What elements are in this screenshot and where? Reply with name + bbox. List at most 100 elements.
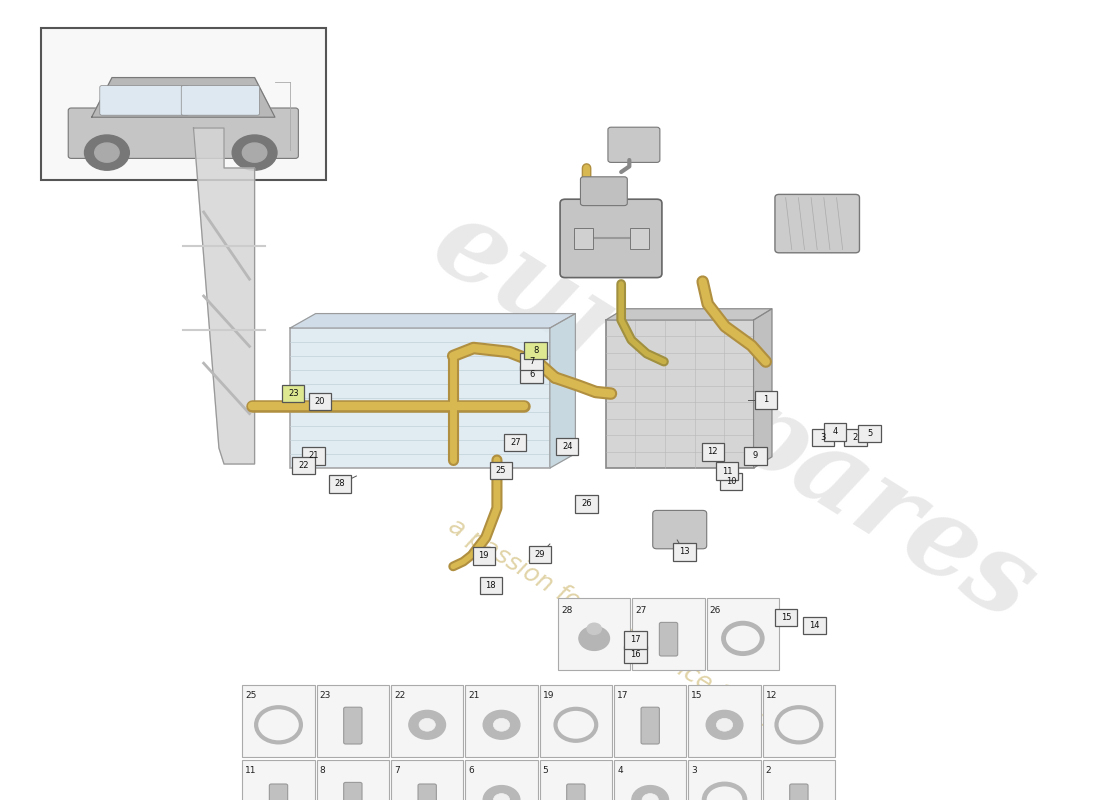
Circle shape — [642, 794, 658, 800]
FancyBboxPatch shape — [774, 609, 798, 626]
Text: 4: 4 — [617, 766, 623, 775]
Text: 4: 4 — [833, 427, 838, 437]
Circle shape — [232, 135, 277, 170]
Text: 5: 5 — [542, 766, 549, 775]
Text: 10: 10 — [726, 477, 736, 486]
Bar — [689, 760, 761, 800]
FancyBboxPatch shape — [858, 425, 881, 442]
Bar — [614, 760, 686, 800]
Circle shape — [716, 718, 733, 731]
Bar — [317, 685, 389, 757]
Bar — [465, 685, 538, 757]
Text: 14: 14 — [810, 621, 820, 630]
Bar — [689, 685, 761, 757]
Text: 28: 28 — [334, 479, 345, 489]
Text: 13: 13 — [679, 547, 690, 557]
Text: 3: 3 — [692, 766, 697, 775]
Text: 5: 5 — [867, 429, 872, 438]
FancyBboxPatch shape — [608, 127, 660, 162]
Circle shape — [494, 718, 509, 731]
Bar — [632, 598, 705, 670]
FancyBboxPatch shape — [100, 86, 188, 115]
FancyBboxPatch shape — [774, 194, 859, 253]
Text: 7: 7 — [529, 357, 535, 366]
Circle shape — [95, 143, 119, 162]
Bar — [290, 328, 550, 468]
Text: 12: 12 — [707, 447, 718, 457]
Circle shape — [631, 786, 669, 800]
FancyBboxPatch shape — [844, 429, 867, 446]
Text: 21: 21 — [469, 691, 480, 700]
FancyBboxPatch shape — [270, 784, 288, 800]
Text: 21: 21 — [308, 451, 319, 461]
Polygon shape — [754, 309, 772, 468]
FancyBboxPatch shape — [812, 429, 834, 446]
Bar — [465, 760, 538, 800]
FancyBboxPatch shape — [659, 622, 678, 656]
Bar — [762, 685, 835, 757]
FancyBboxPatch shape — [556, 438, 579, 455]
Text: 8: 8 — [534, 346, 538, 355]
Bar — [317, 760, 389, 800]
FancyBboxPatch shape — [504, 434, 527, 451]
Text: 2: 2 — [852, 433, 858, 442]
Text: 22: 22 — [394, 691, 405, 700]
FancyBboxPatch shape — [755, 391, 777, 409]
FancyBboxPatch shape — [630, 228, 649, 249]
FancyBboxPatch shape — [673, 543, 695, 561]
FancyBboxPatch shape — [520, 366, 542, 383]
Circle shape — [483, 710, 520, 739]
Text: 11: 11 — [722, 466, 733, 476]
Text: 27: 27 — [510, 438, 520, 447]
FancyBboxPatch shape — [343, 782, 362, 800]
FancyBboxPatch shape — [824, 423, 846, 441]
Bar — [390, 685, 463, 757]
FancyBboxPatch shape — [520, 353, 542, 370]
FancyBboxPatch shape — [745, 447, 767, 465]
Text: 3: 3 — [821, 433, 825, 442]
Text: 28: 28 — [561, 606, 572, 615]
Bar — [762, 760, 835, 800]
Polygon shape — [194, 128, 254, 464]
FancyBboxPatch shape — [182, 86, 260, 115]
Polygon shape — [606, 309, 772, 320]
FancyBboxPatch shape — [652, 510, 706, 549]
Polygon shape — [91, 78, 275, 117]
Circle shape — [242, 143, 267, 162]
FancyBboxPatch shape — [624, 631, 647, 649]
Bar — [540, 685, 612, 757]
Polygon shape — [550, 314, 575, 468]
FancyBboxPatch shape — [720, 473, 742, 490]
FancyBboxPatch shape — [480, 577, 502, 594]
FancyBboxPatch shape — [790, 784, 808, 800]
FancyBboxPatch shape — [575, 495, 597, 513]
Text: 22: 22 — [298, 461, 309, 470]
Text: 23: 23 — [320, 691, 331, 700]
Text: 27: 27 — [636, 606, 647, 615]
Circle shape — [483, 786, 520, 800]
Text: 26: 26 — [581, 499, 592, 509]
FancyBboxPatch shape — [560, 199, 662, 278]
FancyBboxPatch shape — [343, 707, 362, 744]
Bar — [614, 685, 686, 757]
Text: 23: 23 — [288, 389, 298, 398]
FancyBboxPatch shape — [309, 393, 331, 410]
Circle shape — [494, 794, 509, 800]
Bar — [390, 760, 463, 800]
Text: 17: 17 — [617, 691, 628, 700]
FancyBboxPatch shape — [566, 784, 585, 800]
Bar — [41, 28, 326, 180]
FancyBboxPatch shape — [302, 447, 324, 465]
Text: 2: 2 — [766, 766, 771, 775]
Text: 9: 9 — [754, 451, 758, 461]
Circle shape — [85, 135, 130, 170]
Text: 24: 24 — [562, 442, 572, 451]
FancyBboxPatch shape — [329, 475, 351, 493]
Text: 15: 15 — [781, 613, 791, 622]
Bar — [558, 598, 630, 670]
Text: 8: 8 — [320, 766, 326, 775]
Text: 7: 7 — [394, 766, 399, 775]
Text: eurospares: eurospares — [412, 188, 1054, 644]
Circle shape — [579, 626, 609, 650]
Text: 17: 17 — [630, 635, 640, 645]
